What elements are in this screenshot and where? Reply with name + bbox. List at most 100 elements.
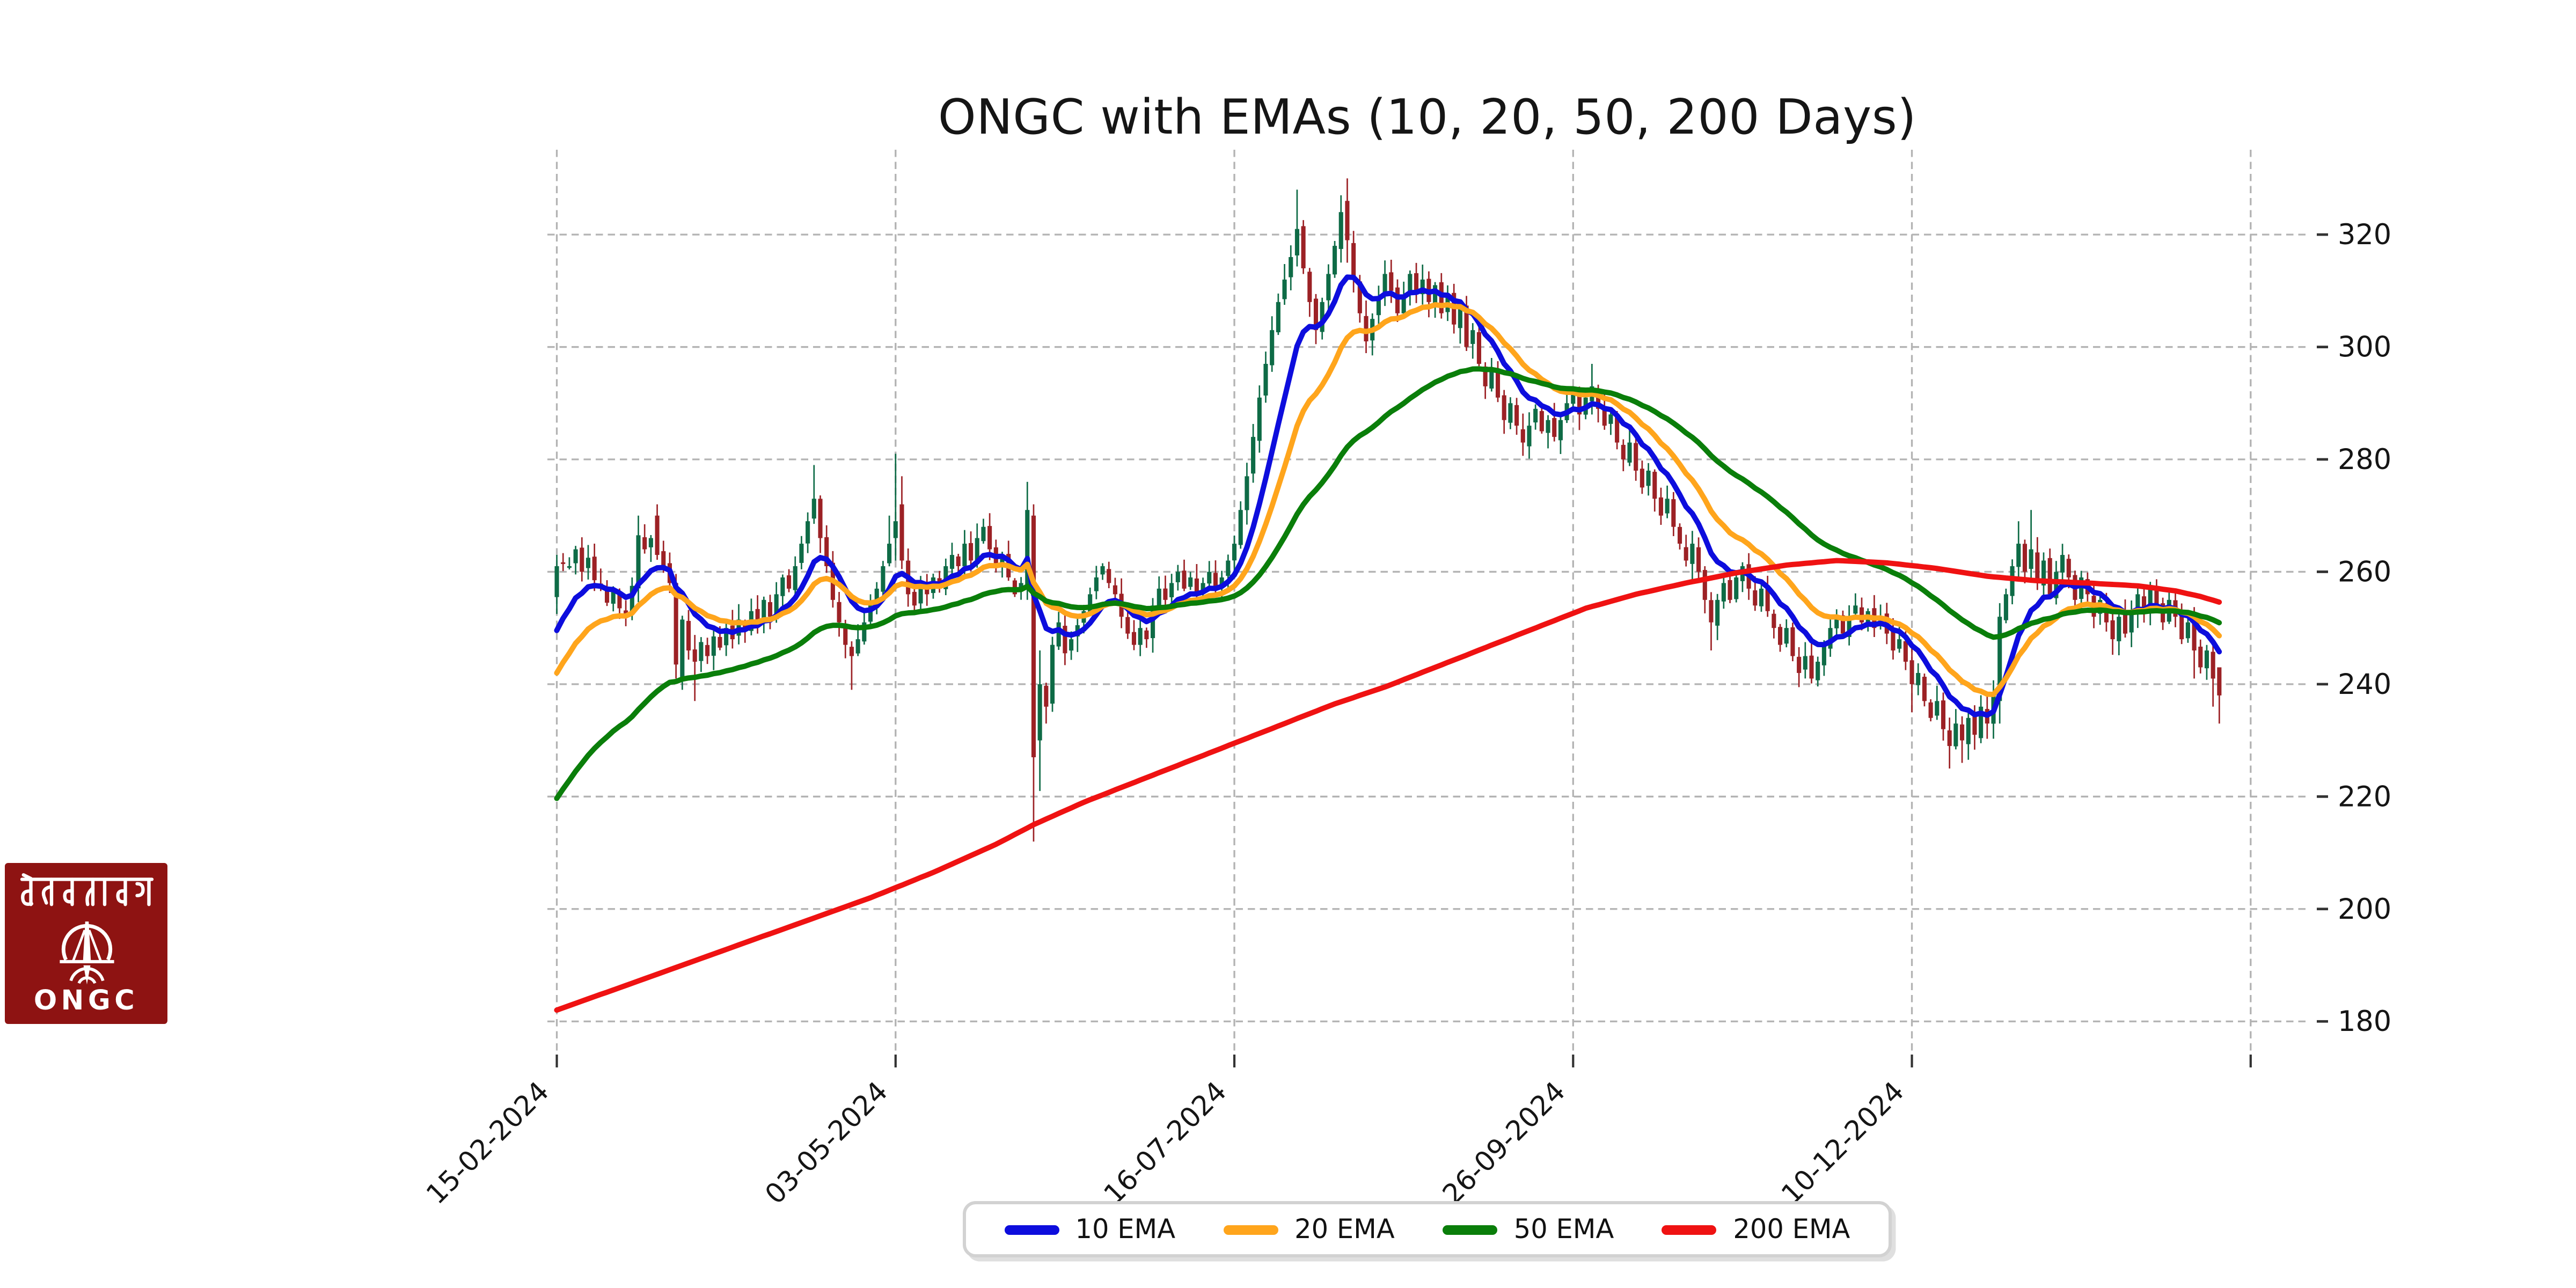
candle-body (1125, 617, 1130, 634)
candle-body (956, 556, 961, 566)
ongc-latin-wordmark: ONGC (33, 985, 139, 1018)
candle-body (2110, 620, 2115, 640)
candle-body (1107, 569, 1111, 583)
candle-body (1063, 626, 1067, 654)
candle-body (2185, 622, 2190, 639)
candle-body (1094, 577, 1099, 591)
candle-body (1953, 723, 1958, 747)
candle-body (1401, 296, 1406, 313)
x-tick-label: 16-07-2024 (1098, 1075, 1233, 1210)
candle-body (1778, 627, 1783, 645)
legend: 10 EMA 20 EMA 50 EMA 200 EMA (962, 1201, 1892, 1257)
candle-body (1088, 594, 1093, 612)
candle-body (573, 549, 578, 564)
candle-body (1226, 560, 1231, 576)
ema-line-20-ema (554, 302, 2222, 697)
candle-body (1414, 273, 1419, 291)
candle-body (1715, 599, 1720, 626)
candle-body (1816, 662, 1820, 680)
candle-body (1891, 631, 1896, 651)
candle-body (1050, 645, 1055, 704)
candle-body (1539, 411, 1544, 431)
candle-body (1151, 605, 1155, 639)
candle-body (1294, 229, 1299, 255)
candle-body (962, 544, 967, 567)
candle-body (881, 566, 885, 592)
candle-body (1979, 706, 1984, 738)
candle-body (2211, 652, 2215, 679)
candle-body (1784, 628, 1789, 644)
candle-body (661, 551, 666, 566)
candle-body (1044, 685, 1049, 707)
candle-body (1571, 392, 1576, 404)
y-tick-label: 300 (2338, 331, 2391, 364)
candle-body (1113, 585, 1117, 595)
candle-body (1282, 279, 1287, 299)
candle-body (1245, 476, 1249, 510)
candle-body (711, 636, 716, 656)
candle-body (981, 526, 986, 541)
candle-body (1834, 617, 1839, 628)
candle-body (1364, 316, 1368, 342)
candle-body (899, 504, 904, 561)
candle-body (774, 594, 779, 619)
candle-body (2054, 572, 2059, 598)
candle-body (1903, 641, 1908, 662)
candle-body (1313, 298, 1319, 331)
candle-body (2129, 611, 2134, 633)
candle-body (1238, 510, 1243, 545)
candle-body (806, 521, 810, 544)
candle-body (561, 562, 566, 564)
candle-body (1928, 702, 1933, 718)
candle-body (2041, 560, 2046, 586)
legend-item: 50 EMA (1443, 1214, 1614, 1245)
candle-body (1797, 656, 1802, 673)
candle-body (1320, 302, 1324, 332)
candle-body (2198, 646, 2203, 668)
candle-body (2154, 588, 2159, 606)
candle-body (1897, 639, 1902, 649)
candle-body (1621, 444, 1626, 460)
candle-body (1270, 330, 1275, 365)
candle-body (1395, 287, 1400, 313)
candle-body (605, 586, 610, 603)
candle-body (1960, 724, 1965, 741)
candle-body (1966, 718, 1971, 744)
candle-body (686, 620, 691, 651)
legend-swatch-icon (1004, 1224, 1059, 1234)
candle-body (2060, 555, 2065, 573)
candle-body (1476, 332, 1481, 364)
candle-body (680, 619, 685, 682)
ongc-emblem-icon (58, 920, 114, 984)
candle-body (1408, 274, 1413, 294)
candle-body (1696, 547, 1701, 572)
candle-body (1721, 583, 1726, 602)
candle-body (1809, 655, 1814, 679)
candle-body (1652, 472, 1657, 499)
legend-label: 50 EMA (1513, 1214, 1614, 1245)
candle-body (1765, 589, 1770, 611)
candle-body (1772, 613, 1776, 628)
legend-item: 20 EMA (1224, 1214, 1395, 1245)
candle-body (1690, 544, 1695, 564)
candle-body (2123, 614, 2128, 634)
candle-body (1508, 403, 1513, 423)
candle-body (705, 645, 710, 656)
candle-body (1056, 622, 1061, 647)
candle-body (1069, 639, 1074, 651)
candle-body (843, 626, 848, 645)
candle-body (1728, 580, 1732, 600)
candle-body (780, 577, 785, 596)
y-tick-label: 320 (2338, 218, 2391, 251)
x-tick-label: 10-12-2024 (1775, 1075, 1910, 1210)
candle-body (1289, 257, 1293, 277)
candle-body (1947, 730, 1952, 747)
legend-item: 200 EMA (1662, 1214, 1850, 1245)
y-tick-label: 280 (2338, 443, 2391, 476)
candle-body (2148, 588, 2153, 612)
candle-body (1684, 547, 1688, 561)
candle-body (1194, 578, 1199, 595)
candle-body (1709, 600, 1714, 623)
chart-title: ONGC with EMAs (10, 20, 50, 200 Days) (938, 90, 1917, 147)
